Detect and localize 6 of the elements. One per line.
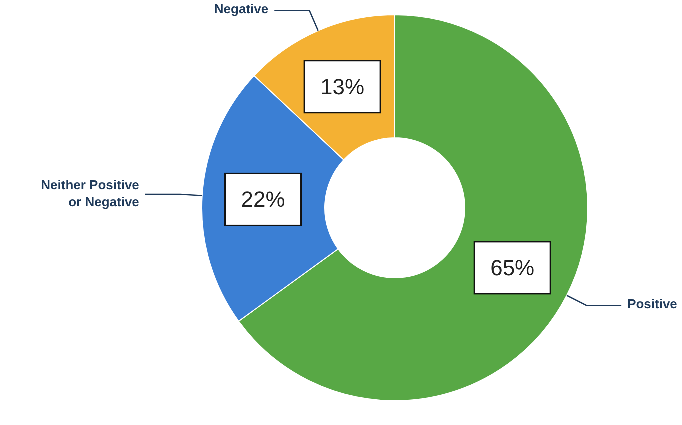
slice-label: Negative (214, 2, 269, 18)
data-label: 13% (320, 74, 365, 100)
data-label: 22% (241, 187, 286, 212)
slice-label: Neither Positive or Negative (41, 178, 140, 210)
slice-label: Positive (628, 297, 678, 312)
data-label: 65% (490, 255, 535, 280)
